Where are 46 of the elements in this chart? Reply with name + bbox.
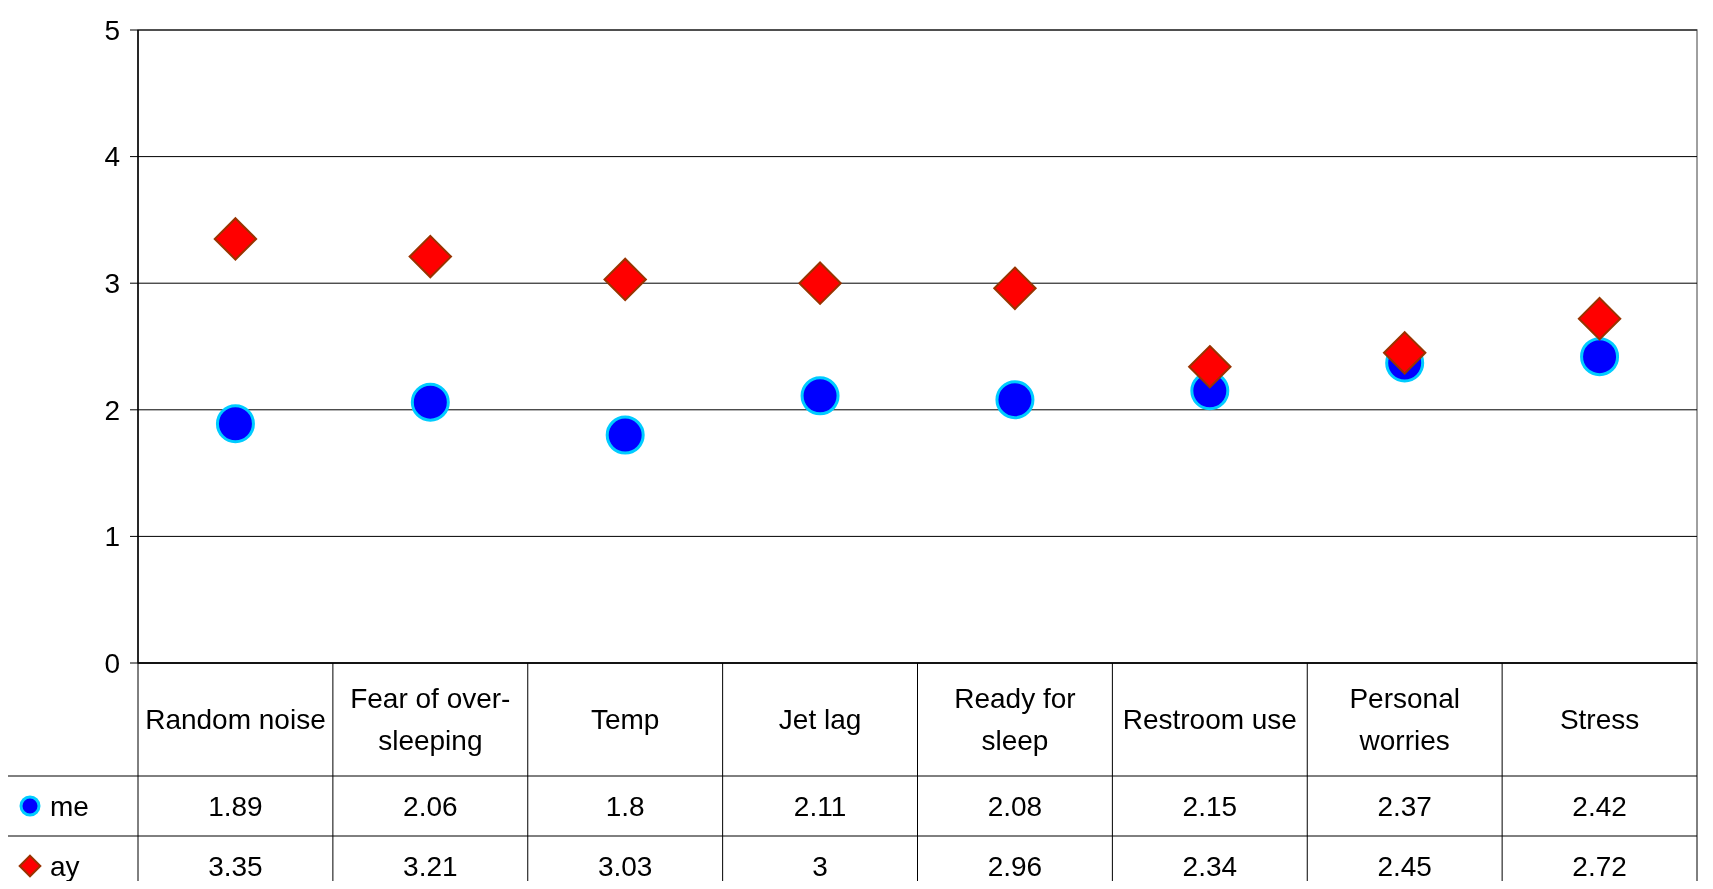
data-label: 2.34 [1182, 850, 1238, 882]
data-label: 2.15 [1182, 790, 1238, 822]
point [605, 415, 645, 455]
data-label: 3.03 [597, 850, 653, 882]
x-tick-label: Restroom use [1122, 704, 1297, 736]
y-tick-label: 4 [104, 141, 120, 173]
y-tick-label: 3 [104, 268, 120, 299]
point [408, 234, 453, 279]
data-label: 2.45 [1377, 850, 1432, 882]
point [798, 261, 842, 305]
x-tick-label: Jet lag [778, 704, 862, 736]
data-label: 2.72 [1572, 850, 1627, 882]
data-label: 3.35 [208, 850, 263, 882]
y-tick-label: 1 [104, 521, 120, 553]
data-label: 1.89 [208, 790, 263, 822]
point [1382, 331, 1427, 375]
data-label: 2.42 [1572, 790, 1627, 822]
point [1577, 296, 1622, 341]
x-tick-label: Random noise [145, 704, 326, 736]
data-label: 3 [812, 850, 828, 882]
data-label: 2.37 [1377, 790, 1432, 822]
point [215, 404, 255, 444]
point [603, 257, 647, 302]
point [800, 376, 840, 416]
y-tick-label: 0 [104, 647, 120, 679]
point [1188, 345, 1232, 389]
x-tick-label: Personal worries [1349, 683, 1460, 757]
x-tick-label: Stress [1559, 704, 1640, 736]
y-tick-label: 5 [104, 14, 120, 46]
data-label: 2.06 [403, 790, 458, 822]
x-tick-label: Temp [590, 704, 660, 736]
point [213, 217, 258, 261]
point [993, 266, 1037, 310]
data-label: 1.8 [605, 790, 645, 822]
data-label: 2.96 [987, 850, 1043, 882]
point [995, 380, 1035, 420]
point [410, 382, 450, 422]
point [1580, 337, 1620, 377]
y-tick-label: 2 [104, 394, 120, 426]
data-label: 2.11 [793, 790, 847, 822]
data-label: 3.21 [403, 850, 458, 882]
legend-label: ay [50, 850, 80, 882]
x-tick-label: Ready for sleep [954, 683, 1076, 757]
x-tick-label: Fear of over-sleeping [350, 683, 511, 757]
data-label: 2.08 [987, 790, 1043, 822]
legend-label: me [50, 790, 89, 822]
